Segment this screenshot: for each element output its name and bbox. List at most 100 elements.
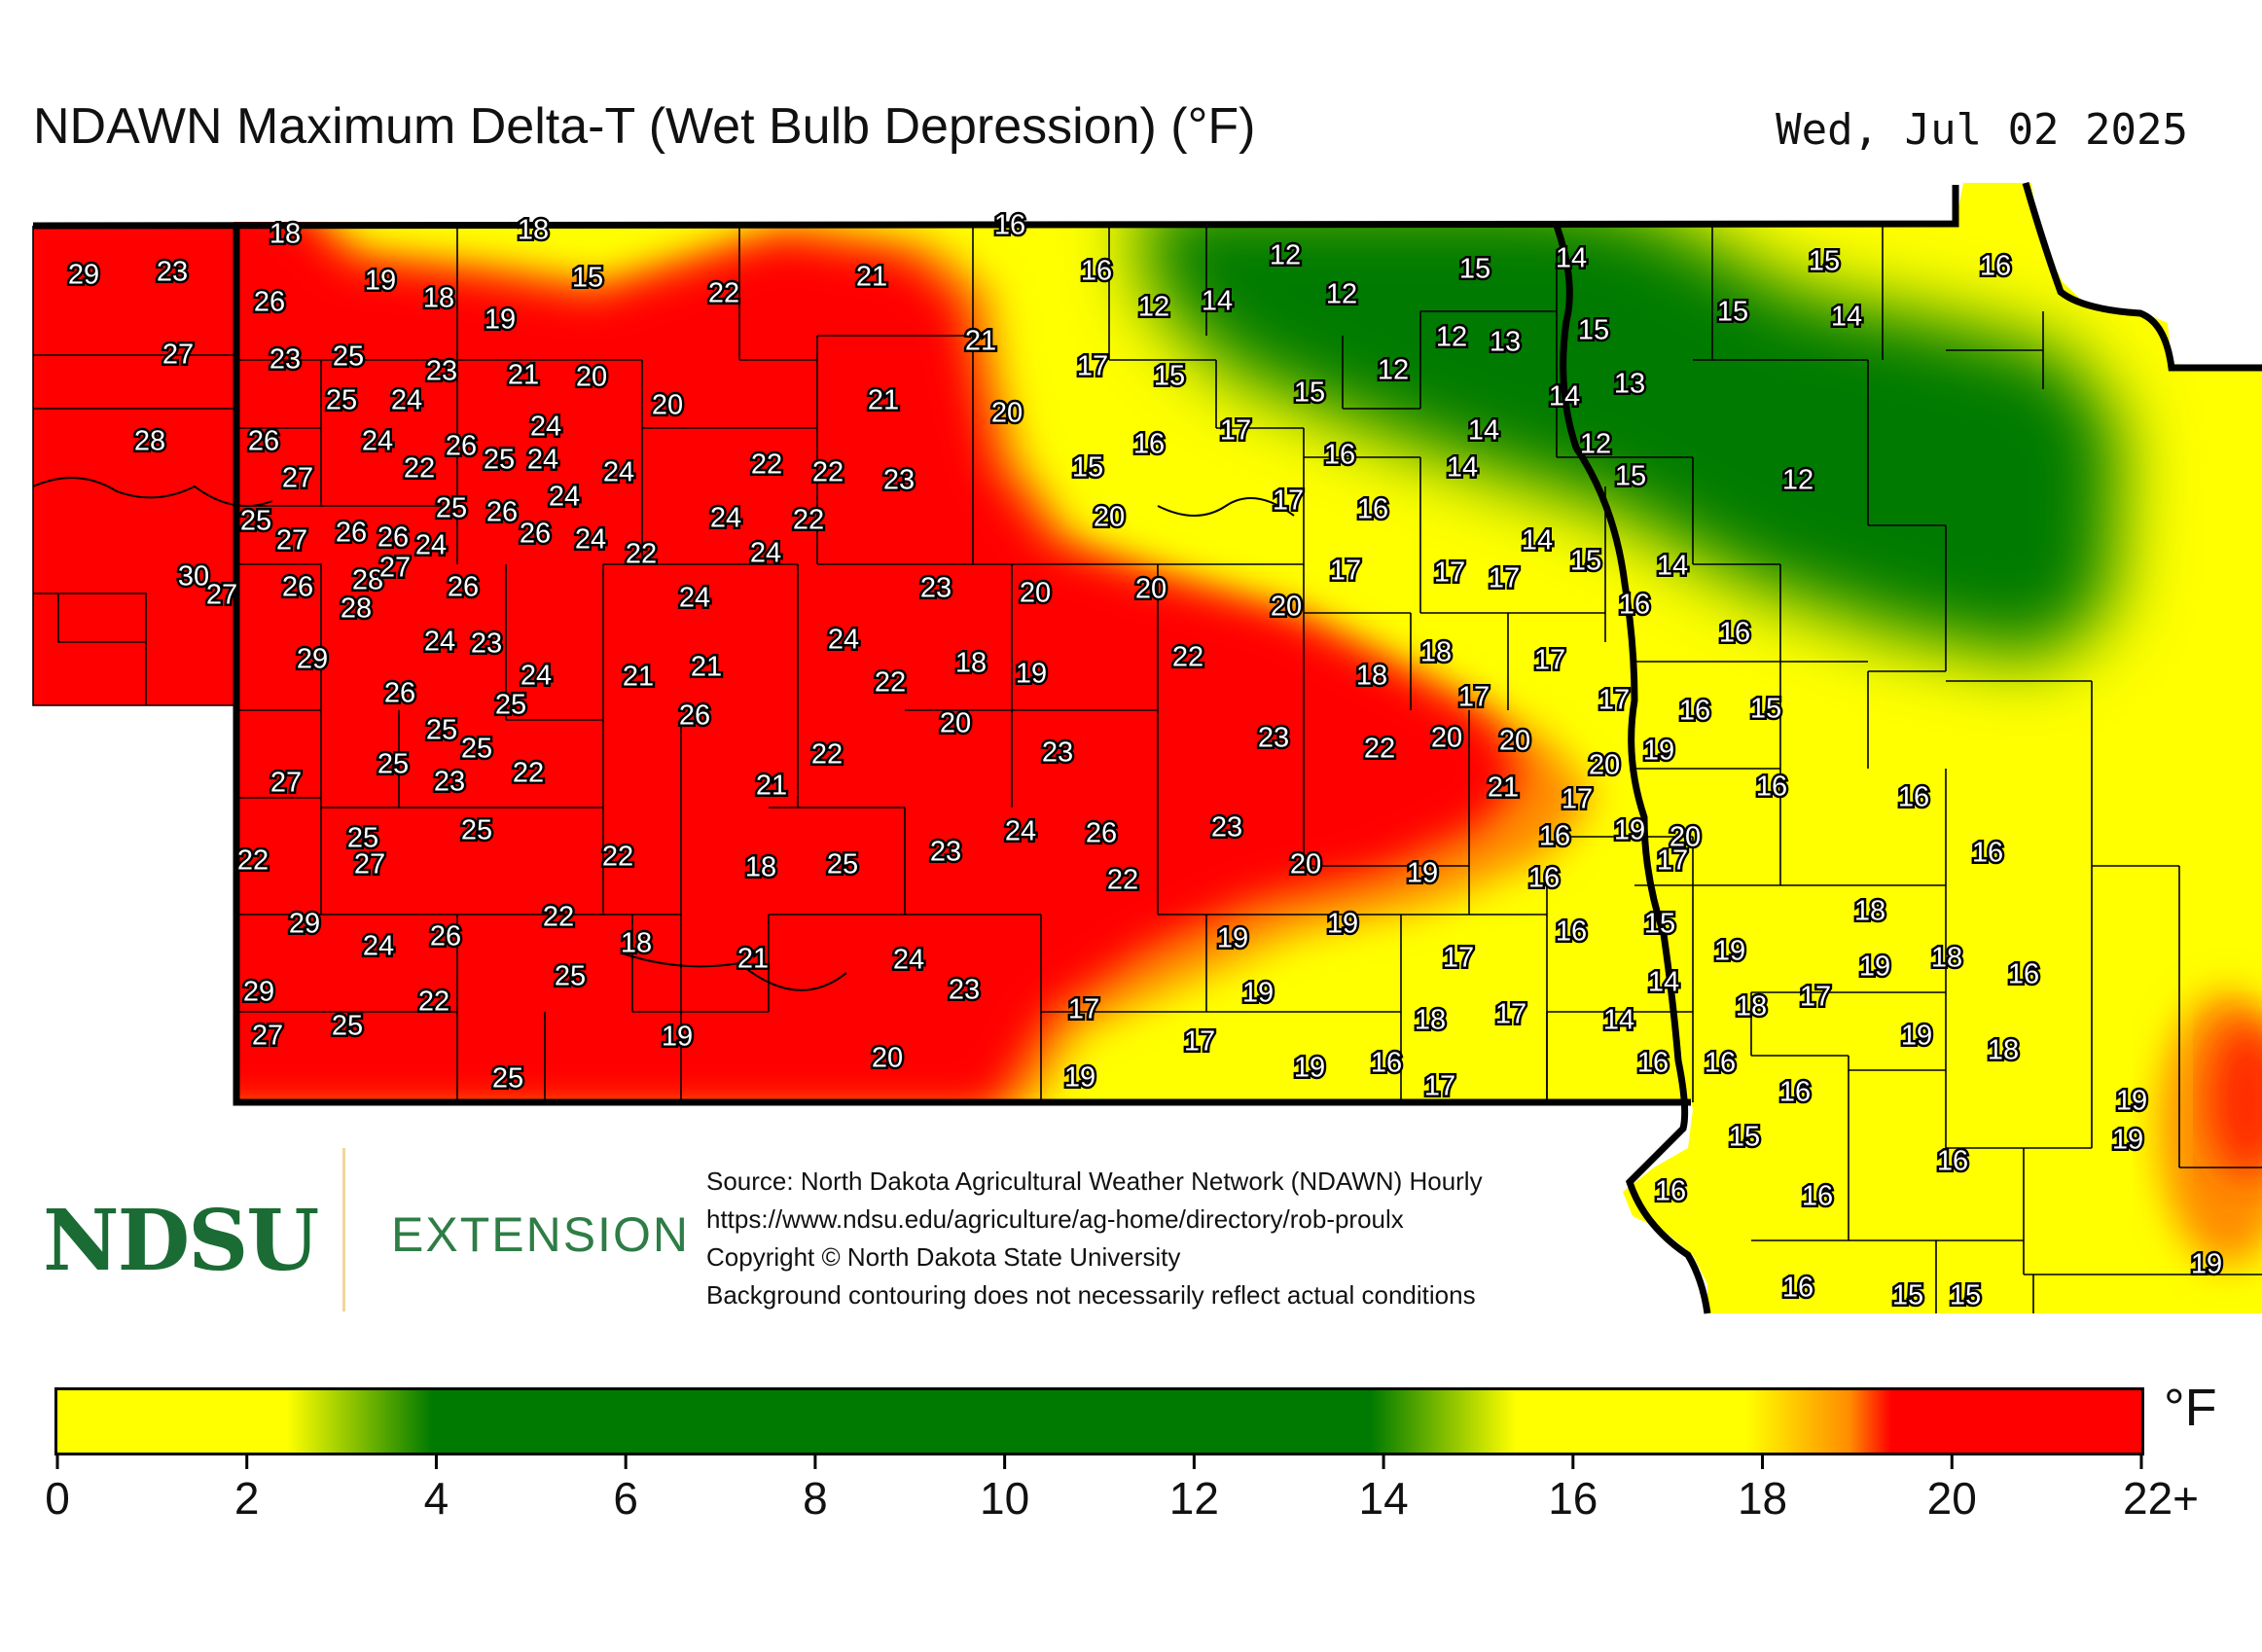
- station-value: 19: [1327, 909, 1358, 940]
- station-value: 17: [1077, 351, 1108, 382]
- source-url: https://www.ndsu.edu/agriculture/ag-home…: [706, 1204, 1404, 1234]
- station-value: 26: [446, 431, 477, 462]
- colorbar-ticks: 0 2 4 6 8 10 12 14 16 18 20 22+: [45, 1455, 2199, 1524]
- station-value: 20: [1431, 723, 1462, 754]
- station-value: 19: [1407, 858, 1438, 889]
- station-value: 15: [1892, 1280, 1923, 1311]
- colorbar-tick-label: 10: [980, 1473, 1029, 1524]
- station-value: 19: [2112, 1125, 2143, 1156]
- station-value: 23: [949, 975, 980, 1006]
- station-value: 22: [875, 667, 906, 699]
- station-value: 15: [1644, 909, 1675, 940]
- station-value: 15: [1459, 254, 1490, 285]
- station-value: 27: [282, 463, 313, 494]
- station-value: 16: [994, 210, 1025, 241]
- station-value: 22: [626, 539, 657, 570]
- colorbar-tick-label: 2: [234, 1473, 260, 1524]
- station-value: 18: [1988, 1035, 2019, 1066]
- station-value: 21: [868, 385, 899, 416]
- station-value: 17: [1562, 784, 1593, 815]
- station-value: 18: [1854, 896, 1885, 927]
- station-value: 28: [134, 426, 165, 457]
- station-value: 24: [521, 661, 552, 692]
- station-value: 22: [237, 845, 269, 877]
- station-value: 17: [1443, 943, 1474, 974]
- station-value: 22: [708, 278, 739, 309]
- station-value: 22: [793, 505, 824, 536]
- station-value: 24: [391, 385, 422, 416]
- station-value: 12: [1326, 279, 1357, 310]
- station-value: 25: [347, 823, 378, 854]
- station-value: 18: [745, 852, 776, 883]
- station-value: 20: [1020, 578, 1051, 609]
- station-value: 25: [332, 1011, 363, 1042]
- station-value: 20: [576, 362, 607, 393]
- station-value: 19: [365, 266, 396, 297]
- station-value: 20: [1589, 750, 1620, 781]
- station-value: 14: [1468, 415, 1499, 447]
- station-value: 28: [352, 565, 383, 596]
- station-value: 25: [461, 734, 492, 765]
- station-value: 24: [1005, 816, 1036, 847]
- station-value: 16: [1324, 440, 1355, 471]
- station-value: 16: [1898, 782, 1929, 813]
- station-value: 19: [1901, 1021, 1932, 1052]
- ndsu-logo: NDSU: [43, 1192, 319, 1290]
- station-value: 14: [1556, 243, 1587, 274]
- station-value: 18: [1931, 943, 1962, 974]
- station-value: 17: [1424, 1071, 1455, 1102]
- station-value: 20: [940, 708, 971, 739]
- station-value: 19: [485, 305, 516, 336]
- station-value: 30: [178, 561, 209, 593]
- colorbar-tick-label: 6: [613, 1473, 638, 1524]
- station-value: 16: [1637, 1048, 1669, 1079]
- station-value: 21: [691, 652, 722, 683]
- station-value: 12: [1138, 292, 1169, 323]
- station-value: 16: [1556, 916, 1587, 948]
- station-value: 13: [1490, 327, 1521, 358]
- station-value: 19: [1643, 736, 1674, 767]
- station-value: 25: [827, 849, 858, 880]
- station-value: 24: [415, 530, 447, 561]
- colorbar-tick-label: 20: [1927, 1473, 1977, 1524]
- station-value: 25: [484, 445, 515, 476]
- station-value: 16: [1782, 1273, 1813, 1304]
- station-value: 24: [527, 445, 558, 476]
- station-value: 20: [991, 398, 1023, 429]
- station-value: 23: [1258, 723, 1289, 754]
- colorbar-tick-label: 0: [45, 1473, 70, 1524]
- station-value: 20: [1271, 592, 1302, 623]
- station-value: 18: [621, 928, 652, 959]
- station-value: 19: [1217, 923, 1248, 954]
- logo-divider: [342, 1148, 345, 1311]
- colorbar-tick-label: 12: [1169, 1473, 1219, 1524]
- station-value: 17: [1458, 682, 1490, 713]
- station-value: 19: [1614, 815, 1645, 846]
- station-value: 25: [495, 690, 526, 721]
- station-value: 16: [1719, 618, 1750, 649]
- source-text: Source: North Dakota Agricultural Weathe…: [706, 1163, 1483, 1314]
- station-value: 16: [1357, 494, 1388, 525]
- station-value: 16: [1133, 429, 1165, 460]
- station-value: 26: [520, 519, 551, 550]
- station-value: 24: [679, 583, 710, 614]
- source-line: Source: North Dakota Agricultural Weathe…: [706, 1167, 1483, 1196]
- station-value: 27: [162, 340, 194, 371]
- station-value: 16: [1779, 1077, 1811, 1108]
- station-value: 15: [1809, 246, 1840, 277]
- colorbar-tick-label: 4: [424, 1473, 449, 1524]
- station-value: 16: [1980, 251, 2011, 282]
- station-value: 16: [1539, 821, 1570, 852]
- colorbar-tick-label: 16: [1548, 1473, 1598, 1524]
- disclaimer-line: Background contouring does not necessari…: [706, 1280, 1476, 1310]
- station-value: 15: [1615, 461, 1646, 492]
- station-value: 17: [1495, 999, 1526, 1030]
- station-value: 14: [1831, 302, 1862, 333]
- station-value: 15: [1570, 546, 1601, 577]
- station-value: 25: [326, 385, 357, 416]
- station-value: 18: [423, 283, 454, 314]
- station-value: 24: [828, 625, 859, 656]
- station-value: 21: [623, 662, 654, 693]
- station-value: 12: [1580, 429, 1611, 460]
- colorbar-unit: °F: [2164, 1379, 2217, 1437]
